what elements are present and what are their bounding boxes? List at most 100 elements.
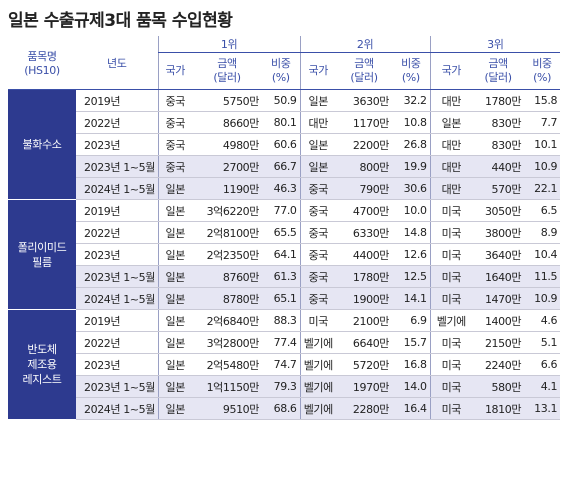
- data-cell: 22.1: [524, 177, 561, 200]
- data-cell: 1970만: [336, 375, 393, 398]
- year-cell: 2019년: [76, 199, 158, 222]
- year-cell: 2023년: [76, 243, 158, 266]
- data-cell: 미국: [429, 375, 473, 398]
- year-cell: 2024년 1~5월: [76, 397, 158, 420]
- data-row: 2024년 1~5월 일본 1190만 46.3 중국 790만 30.6 대만 570만 22.…: [8, 177, 561, 200]
- data-cell: 미국: [429, 243, 473, 266]
- data-cell: 벨기에: [299, 331, 337, 354]
- data-cell: 1170만: [336, 111, 393, 134]
- header-cell: 금액 (달러): [336, 52, 393, 90]
- data-cell: 10.0: [392, 199, 431, 222]
- data-cell: 3억6220만: [192, 199, 262, 222]
- year-cell: 2023년: [76, 133, 158, 156]
- data-cell: 4.1: [524, 375, 561, 398]
- data-cell: 2억5480만: [192, 353, 262, 376]
- data-cell: 14.1: [392, 287, 431, 310]
- data-cell: 미국: [429, 353, 473, 376]
- data-cell: 10.9: [524, 155, 561, 178]
- data-cell: 2100만: [336, 309, 393, 332]
- data-cell: 2240만: [472, 353, 525, 376]
- data-cell: 일본: [429, 111, 473, 134]
- text-line: (%): [271, 71, 290, 84]
- data-cell: 중국: [299, 199, 337, 222]
- product-cell: 폴리이미드 필름: [8, 199, 76, 310]
- data-cell: 일본: [157, 353, 192, 376]
- data-cell: 6640만: [336, 331, 393, 354]
- data-cell: 77.4: [262, 331, 301, 354]
- data-cell: 중국: [299, 265, 337, 288]
- data-cell: 일본: [299, 133, 337, 156]
- data-cell: 2억8100만: [192, 221, 262, 244]
- data-cell: 790만: [336, 177, 393, 200]
- text-line: 불화수소: [22, 138, 62, 151]
- data-cell: 2억2350만: [192, 243, 262, 266]
- data-cell: 4400만: [336, 243, 393, 266]
- text-line: 비중: [401, 57, 421, 70]
- text-line: 레지스트: [22, 373, 62, 386]
- data-cell: 벨기에: [299, 397, 337, 420]
- data-cell: 9510만: [192, 397, 262, 420]
- data-row: 반도체 제조용 레지스트 2019년 일본 2억6840만 88.3 미국 2100만 6.9 벨기…: [8, 309, 561, 420]
- text-line: 금액: [354, 57, 374, 70]
- data-cell: 2280만: [336, 397, 393, 420]
- data-cell: 4700만: [336, 199, 393, 222]
- data-row: 2022년 중국 8660만 80.1 대만 1170만 10.8 일본 830만 7.7: [8, 111, 561, 134]
- data-cell: 6.6: [524, 353, 561, 376]
- data-cell: 15.8: [524, 89, 561, 112]
- data-cell: 1780만: [472, 89, 525, 112]
- data-cell: 64.1: [262, 243, 301, 266]
- data-cell: 440만: [472, 155, 525, 178]
- data-cell: 7.7: [524, 111, 561, 134]
- data-cell: 32.2: [392, 89, 431, 112]
- product-cell: 반도체 제조용 레지스트: [8, 309, 76, 420]
- data-cell: 1190만: [192, 177, 262, 200]
- data-cell: 중국: [299, 177, 337, 200]
- text-line: (달러): [350, 71, 378, 84]
- header-cell: 비중 (%): [524, 52, 561, 90]
- year-cell: 2022년: [76, 331, 158, 354]
- subheader-row: 국가 금액 (달러) 비중 (%) 국가 금액 (달러) 비중 (%) 국가 금액 (달러) 비중 (%): [8, 52, 561, 90]
- text-line: 폴리이미드: [17, 240, 67, 254]
- data-cell: 2150만: [472, 331, 525, 354]
- data-cell: 중국: [157, 89, 192, 112]
- year-cell: 2019년: [76, 309, 158, 332]
- data-cell: 46.3: [262, 177, 301, 200]
- header-cell: 비중 (%): [262, 52, 301, 90]
- data-cell: 8660만: [192, 111, 262, 134]
- rank-header: 2위: [299, 36, 431, 53]
- year-cell: 2023년 1~5월: [76, 265, 158, 288]
- data-row: 2024년 1~5월 일본 8780만 65.1 중국 1900만 14.1 미국 1470만 1…: [8, 287, 561, 310]
- data-cell: 14.8: [392, 221, 431, 244]
- text-line: (%): [401, 71, 420, 84]
- import-table: 품목명 (HS10) 년도 1위 2위 3위 국가 금액 (달러) 비중 (%) 국가 금액 (달러) 비중…: [8, 36, 561, 420]
- data-cell: 일본: [299, 155, 337, 178]
- data-cell: 10.8: [392, 111, 431, 134]
- data-cell: 일본: [157, 309, 192, 332]
- data-cell: 12.6: [392, 243, 431, 266]
- data-cell: 15.7: [392, 331, 431, 354]
- year-cell: 2022년: [76, 111, 158, 134]
- data-cell: 일본: [157, 177, 192, 200]
- data-cell: 중국: [299, 221, 337, 244]
- data-row: 2023년 중국 4980만 60.6 일본 2200만 26.8 대만 830만 10.1: [8, 133, 561, 156]
- data-cell: 일본: [299, 89, 337, 112]
- data-cell: 8.9: [524, 221, 561, 244]
- data-cell: 벨기에: [429, 309, 473, 332]
- data-cell: 일본: [157, 265, 192, 288]
- data-cell: 77.0: [262, 199, 301, 222]
- text-line: 필름: [32, 255, 52, 269]
- data-cell: 3800만: [472, 221, 525, 244]
- text-line: (%): [533, 71, 551, 84]
- data-cell: 6330만: [336, 221, 393, 244]
- data-row: 폴리이미드 필름 2019년 일본 3억6220만 77.0 중국 4700만 10.0 미국 30…: [8, 199, 561, 310]
- data-cell: 1640만: [472, 265, 525, 288]
- data-cell: 대만: [299, 111, 337, 134]
- data-cell: 2700만: [192, 155, 262, 178]
- header-cell: 비중 (%): [392, 52, 431, 90]
- data-cell: 미국: [429, 397, 473, 420]
- text-line: 반도체: [27, 343, 57, 356]
- text-line: 품목명: [27, 50, 57, 63]
- data-cell: 1400만: [472, 309, 525, 332]
- year-cell: 2019년: [76, 89, 158, 112]
- text-line: (달러): [484, 71, 512, 84]
